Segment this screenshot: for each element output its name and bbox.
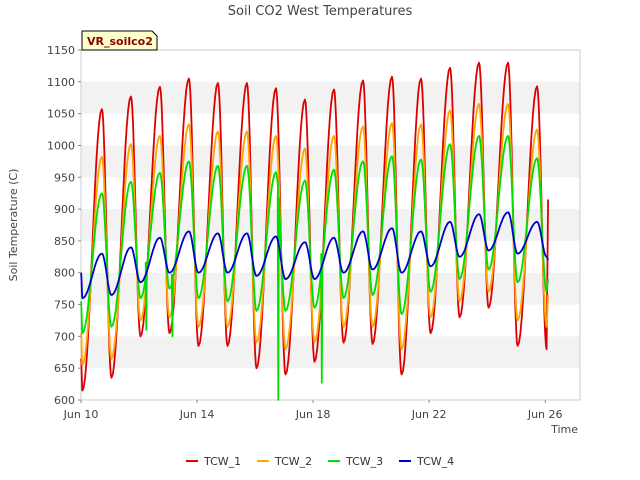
series-line-tcw_3 — [80, 135, 549, 401]
y-tick-label: 700 — [54, 330, 75, 343]
x-tick-label: Jun 26 — [527, 408, 563, 421]
y-tick-label: 650 — [54, 362, 75, 375]
legend: TCW_1 TCW_2 TCW_3 TCW_4 — [186, 455, 454, 468]
y-tick-label: 1100 — [47, 76, 75, 89]
y-tick-label: 950 — [54, 171, 75, 184]
grid-band — [81, 336, 580, 369]
y-tick-label: 1050 — [47, 108, 75, 121]
x-tick-label: Jun 18 — [295, 408, 331, 421]
series-line-tcw_4 — [80, 211, 549, 300]
y-tick-label: 1000 — [47, 139, 75, 152]
legend-label-tcw_3: TCW_3 — [345, 455, 383, 468]
x-axis-label: Time — [550, 423, 578, 436]
series-layer — [80, 61, 549, 401]
y-tick-label: 800 — [54, 267, 75, 280]
x-tick-label: Jun 22 — [411, 408, 447, 421]
site-tag: VR_soilco2 — [81, 30, 158, 51]
y-axis: 600 650 700 750 800 850 900 950 1000 1050 1100 1150 — [47, 44, 81, 407]
y-tick-label: 1150 — [47, 44, 75, 57]
y-tick-label: 750 — [54, 299, 75, 312]
x-tick-label: Jun 14 — [179, 408, 215, 421]
x-axis: Jun 10 Jun 14 Jun 18 Jun 22 Jun 26 — [63, 400, 563, 421]
legend-label-tcw_4: TCW_4 — [416, 455, 454, 468]
site-tag-label: VR_soilco2 — [87, 35, 153, 48]
legend-label-tcw_1: TCW_1 — [203, 455, 241, 468]
y-tick-label: 900 — [54, 203, 75, 216]
y-tick-label: 850 — [54, 235, 75, 248]
x-tick-label: Jun 10 — [63, 408, 99, 421]
legend-label-tcw_2: TCW_2 — [274, 455, 312, 468]
y-tick-label: 600 — [54, 394, 75, 407]
y-axis-label: Soil Temperature (C) — [7, 169, 20, 282]
grid-band — [81, 272, 580, 305]
chart-title: Soil CO2 West Temperatures — [228, 4, 413, 19]
plot-frame — [80, 49, 581, 401]
